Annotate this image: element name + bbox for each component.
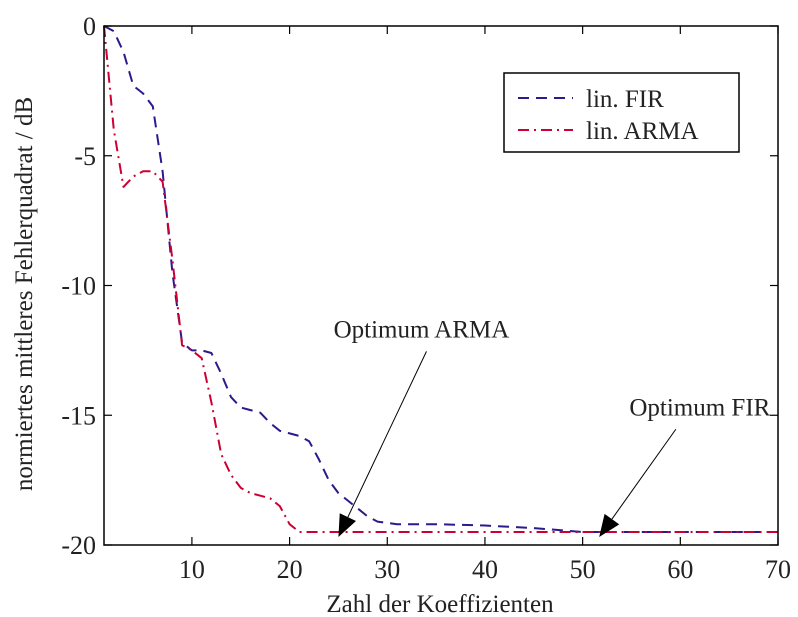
annotation-arrowhead — [338, 513, 356, 538]
annotation-arrowhead — [599, 513, 620, 538]
y-tick-label: -20 — [61, 531, 96, 560]
legend: lin. FIR lin. ARMA — [503, 72, 740, 153]
y-tick-label: -5 — [74, 142, 96, 171]
legend-label-fir: lin. FIR — [586, 86, 664, 113]
y-tick-label: -15 — [61, 401, 96, 430]
x-tick-label: 20 — [277, 555, 303, 584]
x-tick-label: 60 — [667, 555, 693, 584]
legend-label-arma: lin. ARMA — [586, 118, 699, 145]
series-line-arma — [103, 25, 778, 533]
x-tick-label: 40 — [472, 555, 498, 584]
annotation-optimum-arma: Optimum ARMA — [334, 316, 510, 343]
series-layer — [103, 25, 778, 533]
x-tick-label: 10 — [179, 555, 205, 584]
legend-box — [503, 72, 740, 153]
x-tick-label: 70 — [765, 555, 791, 584]
y-tick-label: -10 — [61, 272, 96, 301]
y-tick-label: 0 — [83, 12, 96, 41]
series-line-fir — [103, 25, 778, 533]
annotation-arrow-line — [611, 428, 677, 520]
x-tick-label: 30 — [374, 555, 400, 584]
y-axis-label: normiertes mittleres Fehlerquadrat / dB — [11, 97, 38, 491]
annotation-layer: Optimum ARMA Optimum FIR — [334, 316, 771, 538]
x-tick-label: 50 — [570, 555, 596, 584]
axes-layer: 10 20 30 40 50 60 70 0 -5 -10 -15 -20 — [61, 12, 791, 584]
annotation-optimum-fir: Optimum FIR — [629, 394, 770, 421]
annotation-arrow-line — [347, 351, 427, 518]
x-axis-label: Zahl der Koeffizienten — [326, 591, 554, 617]
